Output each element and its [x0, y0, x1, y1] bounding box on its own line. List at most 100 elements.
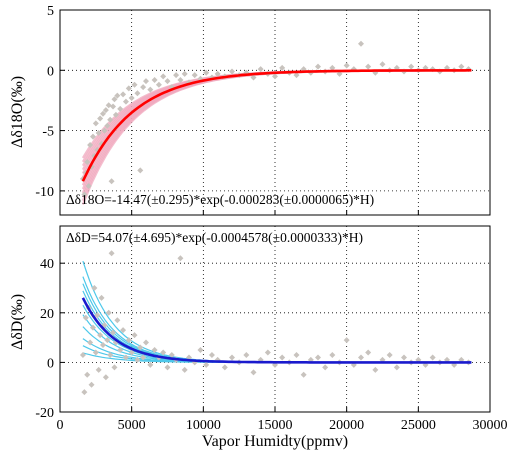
dd-fit-equation: ΔδD=54.07(±4.695)*exp(-0.0004578(±0.0000…	[66, 230, 363, 245]
d18o-panel: 5 0 -5 -10 Δδ18O=-14.47(±0.295)*exp(-0.0002…	[9, 4, 491, 216]
x-tick-label: 5000	[118, 418, 146, 433]
scatter-point	[98, 294, 105, 301]
scatter-point	[181, 70, 188, 77]
scatter-point	[191, 72, 198, 79]
scatter-point	[131, 332, 138, 339]
scatter-point	[88, 381, 95, 388]
scatter-point	[114, 92, 121, 99]
scatter-point	[111, 96, 118, 103]
y-tick-label: 0	[47, 64, 54, 79]
x-tick-label: 15000	[258, 418, 293, 433]
scatter-point	[279, 64, 286, 71]
scatter-point	[358, 354, 364, 361]
scatter-point	[105, 102, 112, 109]
scatter-point	[143, 78, 149, 85]
scatter-point	[102, 374, 109, 381]
scatter-point	[322, 364, 329, 371]
scatter-point	[336, 70, 343, 77]
scatter-point	[315, 63, 321, 70]
scatter-point	[128, 95, 135, 102]
scatter-point	[95, 366, 102, 373]
scatter-point	[134, 90, 141, 97]
scatter-point	[117, 347, 124, 353]
scatter-point	[300, 371, 307, 378]
scatter-point	[393, 364, 400, 371]
scatter-point	[85, 183, 92, 190]
dd-y-axis-label: ΔδD(‰)	[9, 294, 26, 350]
x-tick-label: 25000	[401, 418, 436, 433]
scatter-point	[181, 366, 188, 373]
scatter-point	[117, 105, 124, 112]
scatter-point	[128, 349, 135, 356]
scatter-point	[177, 76, 184, 83]
scatter-point	[250, 369, 257, 376]
scatter-point	[137, 344, 144, 351]
scatter-point	[111, 364, 118, 371]
x-tick-labels: 0 5000 10000 15000 20000 25000 30000	[57, 407, 508, 433]
scatter-point	[97, 332, 104, 339]
scatter-point	[343, 62, 350, 69]
scatter-point	[95, 130, 102, 136]
scatter-point	[229, 68, 235, 75]
scatter-point	[458, 63, 465, 70]
scatter-point	[329, 351, 336, 358]
scatter-point	[114, 317, 121, 324]
scatter-point	[110, 103, 117, 110]
d18o-fit-curve-group	[81, 69, 472, 182]
scatter-point	[365, 63, 372, 70]
d18o-fit-equation: Δδ18O=-14.47(±0.295)*exp(-0.000283(±0.00…	[66, 192, 374, 207]
scatter-point	[315, 354, 321, 361]
scatter-point	[89, 324, 96, 331]
scatter-point	[147, 86, 154, 93]
y-tick-label: -20	[35, 406, 54, 421]
scatter-point	[358, 40, 364, 47]
scatter-point	[143, 339, 149, 346]
scatter-point	[137, 167, 144, 174]
scatter-point	[100, 110, 106, 117]
d18o-gridlines	[59, 9, 491, 215]
y-tick-label: 20	[40, 307, 54, 322]
scatter-point	[120, 91, 127, 98]
scatter-point	[329, 64, 336, 71]
scatter-point	[379, 61, 386, 68]
scatter-point	[429, 354, 436, 361]
scatter-point	[97, 115, 104, 122]
scatter-point	[168, 351, 175, 358]
d18o-y-axis-label: Δδ18O(‰)	[9, 76, 26, 148]
scatter-point	[264, 349, 271, 356]
scatter-point	[221, 364, 228, 371]
scatter-point	[151, 76, 158, 83]
y-tick-label: 0	[47, 356, 54, 371]
scatter-point	[87, 339, 94, 346]
scatter-point	[81, 389, 88, 396]
scatter-point	[365, 349, 372, 356]
scatter-point	[408, 63, 415, 70]
scatter-point	[125, 85, 132, 92]
scatter-point	[243, 351, 250, 358]
x-tick-label: 10000	[186, 418, 221, 433]
scatter-point	[293, 351, 300, 358]
scatter-point	[140, 354, 147, 361]
scatter-point	[203, 69, 210, 76]
dd-gridlines	[60, 226, 490, 413]
scatter-point	[101, 127, 108, 134]
scatter-point	[160, 73, 167, 80]
scatter-point	[140, 84, 147, 91]
scatter-point	[386, 351, 393, 358]
y-tick-label: -5	[42, 125, 54, 140]
scatter-point	[250, 74, 257, 81]
scatter-point	[92, 120, 99, 127]
scatter-point	[112, 111, 119, 118]
scatter-point	[122, 354, 129, 361]
scatter-point	[104, 337, 111, 344]
scatter-point	[89, 133, 96, 140]
scatter-point	[134, 356, 141, 363]
scatter-point	[160, 349, 167, 356]
y-tick-label: -10	[35, 185, 54, 200]
scatter-point	[214, 70, 221, 77]
scatter-point	[102, 107, 109, 114]
scatter-point	[108, 178, 115, 185]
scatter-point	[81, 191, 88, 198]
